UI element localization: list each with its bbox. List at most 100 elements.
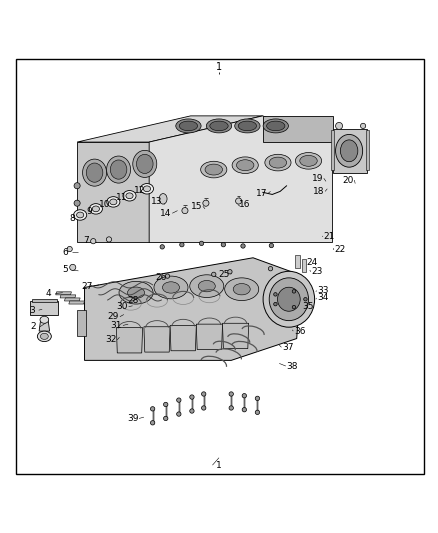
Text: 20: 20 — [342, 175, 353, 184]
Text: 24: 24 — [306, 257, 317, 266]
Ellipse shape — [190, 275, 224, 297]
Text: 34: 34 — [317, 294, 328, 302]
Circle shape — [160, 245, 164, 249]
Ellipse shape — [162, 282, 180, 293]
Ellipse shape — [210, 121, 228, 131]
Text: 25: 25 — [219, 270, 230, 279]
Ellipse shape — [143, 186, 151, 192]
Text: 26: 26 — [155, 273, 167, 282]
Text: 32: 32 — [105, 335, 117, 344]
Ellipse shape — [141, 183, 153, 194]
Circle shape — [228, 270, 232, 274]
Text: 19: 19 — [311, 174, 323, 183]
Ellipse shape — [176, 119, 201, 133]
Polygon shape — [144, 327, 170, 352]
Circle shape — [241, 244, 245, 248]
Ellipse shape — [126, 193, 133, 199]
Text: 21: 21 — [323, 232, 335, 241]
Text: 37: 37 — [282, 343, 294, 352]
Text: 1: 1 — [216, 61, 222, 71]
Text: 27: 27 — [81, 281, 93, 290]
Circle shape — [190, 395, 194, 399]
Text: 9: 9 — [86, 207, 92, 216]
Ellipse shape — [238, 121, 257, 131]
Text: 29: 29 — [108, 312, 119, 321]
Circle shape — [150, 407, 155, 411]
Circle shape — [292, 305, 296, 309]
Polygon shape — [39, 318, 49, 331]
Circle shape — [255, 396, 260, 400]
Circle shape — [229, 406, 233, 410]
Ellipse shape — [205, 164, 223, 175]
Text: 35: 35 — [303, 302, 314, 311]
Circle shape — [255, 410, 260, 415]
Circle shape — [236, 198, 242, 204]
Polygon shape — [64, 298, 80, 301]
Circle shape — [269, 244, 274, 248]
Ellipse shape — [206, 119, 232, 133]
Text: 36: 36 — [294, 327, 306, 336]
Text: 14: 14 — [160, 209, 171, 218]
Ellipse shape — [237, 160, 254, 171]
Text: 10: 10 — [99, 200, 110, 209]
Ellipse shape — [159, 193, 167, 204]
Ellipse shape — [77, 212, 84, 218]
Polygon shape — [77, 142, 149, 243]
Circle shape — [150, 421, 155, 425]
Circle shape — [201, 392, 206, 396]
Ellipse shape — [278, 287, 300, 311]
Circle shape — [177, 412, 181, 416]
Ellipse shape — [263, 271, 314, 327]
Polygon shape — [77, 116, 263, 142]
Text: 22: 22 — [335, 245, 346, 254]
Circle shape — [212, 272, 216, 277]
Polygon shape — [30, 302, 58, 314]
Ellipse shape — [265, 154, 291, 171]
Text: 39: 39 — [127, 414, 138, 423]
Ellipse shape — [133, 150, 157, 177]
Polygon shape — [32, 299, 57, 302]
Ellipse shape — [106, 156, 131, 183]
Ellipse shape — [40, 333, 48, 340]
Ellipse shape — [336, 134, 363, 167]
Ellipse shape — [82, 159, 106, 186]
Ellipse shape — [86, 163, 103, 182]
Ellipse shape — [107, 197, 120, 207]
Ellipse shape — [74, 210, 87, 220]
Ellipse shape — [295, 152, 321, 169]
Text: 12: 12 — [134, 185, 145, 195]
Ellipse shape — [269, 278, 308, 321]
Circle shape — [203, 200, 209, 206]
Text: 1: 1 — [216, 461, 222, 470]
Circle shape — [190, 409, 194, 413]
Polygon shape — [117, 328, 143, 353]
Circle shape — [180, 243, 184, 247]
Ellipse shape — [269, 157, 287, 168]
Circle shape — [336, 123, 343, 130]
Text: 18: 18 — [313, 187, 324, 196]
Text: 4: 4 — [46, 289, 52, 298]
Text: 33: 33 — [317, 286, 328, 295]
Polygon shape — [77, 310, 86, 336]
Polygon shape — [331, 130, 334, 171]
Polygon shape — [170, 326, 196, 351]
Text: 7: 7 — [83, 236, 89, 245]
FancyBboxPatch shape — [16, 59, 424, 474]
Polygon shape — [263, 116, 332, 142]
Text: 30: 30 — [117, 302, 128, 311]
Circle shape — [199, 241, 204, 246]
Polygon shape — [302, 259, 306, 272]
Ellipse shape — [37, 331, 51, 342]
Ellipse shape — [179, 121, 198, 131]
Circle shape — [221, 243, 226, 247]
Polygon shape — [85, 258, 301, 360]
Text: 6: 6 — [63, 248, 68, 256]
Text: 2: 2 — [31, 322, 36, 331]
Circle shape — [182, 207, 188, 214]
Ellipse shape — [127, 287, 145, 298]
Ellipse shape — [235, 119, 260, 133]
Circle shape — [229, 392, 233, 396]
Text: 23: 23 — [311, 267, 323, 276]
Circle shape — [67, 246, 72, 252]
Circle shape — [242, 393, 247, 398]
